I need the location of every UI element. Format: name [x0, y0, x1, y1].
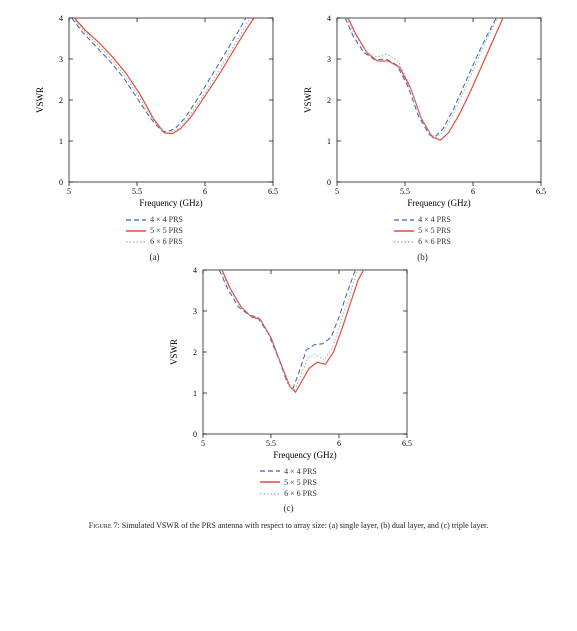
legend-item: 6 × 6 PRS [260, 488, 317, 499]
legend-swatch [126, 216, 146, 224]
legend-label: 5 × 5 PRS [150, 225, 183, 236]
legend-label: 4 × 4 PRS [418, 214, 451, 225]
legend-label: 6 × 6 PRS [284, 488, 317, 499]
svg-text:5: 5 [335, 187, 339, 196]
figure-7: 5 5.5 6 6.5 0 1 2 3 4 Frequency (GHz) VSWR 4 × 4 P… [10, 10, 567, 530]
svg-text:2: 2 [193, 348, 197, 357]
svg-text:6: 6 [337, 439, 341, 448]
bottom-row: 5 5.5 6 6.5 0 1 2 3 4 Frequency (GHz) VSWR 4 × 4 P… [159, 262, 419, 514]
panel-a: 5 5.5 6 6.5 0 1 2 3 4 Frequency (GHz) VSWR 4 × 4 P… [25, 10, 285, 262]
svg-text:Frequency (GHz): Frequency (GHz) [273, 450, 336, 460]
svg-text:3: 3 [327, 55, 331, 64]
legend-label: 6 × 6 PRS [150, 236, 183, 247]
label-b: (b) [417, 252, 428, 262]
panel-b: 5 5.5 6 6.5 0 1 2 3 4 Frequency (GHz) VSWR 4 × 4 P… [293, 10, 553, 262]
legend-a: 4 × 4 PRS5 × 5 PRS6 × 6 PRS [126, 214, 183, 248]
legend-item: 4 × 4 PRS [126, 214, 183, 225]
svg-text:VSWR: VSWR [169, 339, 179, 365]
legend-item: 4 × 4 PRS [260, 466, 317, 477]
svg-text:1: 1 [59, 137, 63, 146]
legend-item: 4 × 4 PRS [394, 214, 451, 225]
svg-text:4: 4 [59, 14, 63, 23]
svg-text:3: 3 [59, 55, 63, 64]
svg-text:5.5: 5.5 [400, 187, 410, 196]
svg-text:4: 4 [193, 266, 197, 275]
legend-label: 4 × 4 PRS [284, 466, 317, 477]
legend-b: 4 × 4 PRS5 × 5 PRS6 × 6 PRS [394, 214, 451, 248]
figure-caption: Figure 7: Simulated VSWR of the PRS ante… [89, 521, 488, 530]
legend-item: 5 × 5 PRS [260, 477, 317, 488]
svg-text:1: 1 [193, 389, 197, 398]
caption-prefix: Figure 7: [89, 521, 120, 530]
legend-swatch [260, 467, 280, 475]
legend-item: 5 × 5 PRS [126, 225, 183, 236]
legend-label: 6 × 6 PRS [418, 236, 451, 247]
legend-swatch [260, 478, 280, 486]
svg-text:6.5: 6.5 [402, 439, 412, 448]
svg-text:0: 0 [327, 178, 331, 187]
caption-text: Simulated VSWR of the PRS antenna with r… [120, 521, 488, 530]
legend-label: 5 × 5 PRS [418, 225, 451, 236]
top-row: 5 5.5 6 6.5 0 1 2 3 4 Frequency (GHz) VSWR 4 × 4 P… [25, 10, 553, 262]
chart-c-wrap: 5 5.5 6 6.5 0 1 2 3 4 Frequency (GHz) VSWR [159, 262, 419, 462]
svg-text:Frequency (GHz): Frequency (GHz) [407, 198, 470, 208]
legend-swatch [394, 238, 414, 246]
legend-swatch [394, 227, 414, 235]
legend-label: 5 × 5 PRS [284, 477, 317, 488]
legend-swatch [126, 227, 146, 235]
label-a: (a) [150, 252, 160, 262]
legend-swatch [260, 490, 280, 498]
chart-a: 5 5.5 6 6.5 0 1 2 3 4 Frequency (GHz) VSWR [25, 10, 285, 210]
chart-a-wrap: 5 5.5 6 6.5 0 1 2 3 4 Frequency (GHz) VSWR [25, 10, 285, 210]
legend-item: 6 × 6 PRS [394, 236, 451, 247]
legend-item: 5 × 5 PRS [394, 225, 451, 236]
svg-text:2: 2 [327, 96, 331, 105]
legend-item: 6 × 6 PRS [126, 236, 183, 247]
svg-text:4: 4 [327, 14, 331, 23]
legend-swatch [126, 238, 146, 246]
svg-text:0: 0 [193, 430, 197, 439]
chart-b-wrap: 5 5.5 6 6.5 0 1 2 3 4 Frequency (GHz) VSWR [293, 10, 553, 210]
svg-text:6.5: 6.5 [268, 187, 278, 196]
legend-swatch [394, 216, 414, 224]
svg-text:VSWR: VSWR [303, 87, 313, 113]
svg-text:5: 5 [67, 187, 71, 196]
legend-label: 4 × 4 PRS [150, 214, 183, 225]
label-c: (c) [284, 503, 294, 513]
svg-text:6.5: 6.5 [536, 187, 546, 196]
svg-text:3: 3 [193, 307, 197, 316]
panel-c: 5 5.5 6 6.5 0 1 2 3 4 Frequency (GHz) VSWR 4 × 4 P… [159, 262, 419, 514]
svg-text:5.5: 5.5 [132, 187, 142, 196]
legend-c: 4 × 4 PRS5 × 5 PRS6 × 6 PRS [260, 466, 317, 500]
svg-text:2: 2 [59, 96, 63, 105]
svg-text:0: 0 [59, 178, 63, 187]
svg-text:Frequency (GHz): Frequency (GHz) [139, 198, 202, 208]
svg-text:5.5: 5.5 [266, 439, 276, 448]
chart-b: 5 5.5 6 6.5 0 1 2 3 4 Frequency (GHz) VSWR [293, 10, 553, 210]
svg-text:6: 6 [203, 187, 207, 196]
svg-text:6: 6 [471, 187, 475, 196]
svg-text:5: 5 [201, 439, 205, 448]
chart-c: 5 5.5 6 6.5 0 1 2 3 4 Frequency (GHz) VSWR [159, 262, 419, 462]
svg-text:1: 1 [327, 137, 331, 146]
svg-text:VSWR: VSWR [35, 87, 45, 113]
